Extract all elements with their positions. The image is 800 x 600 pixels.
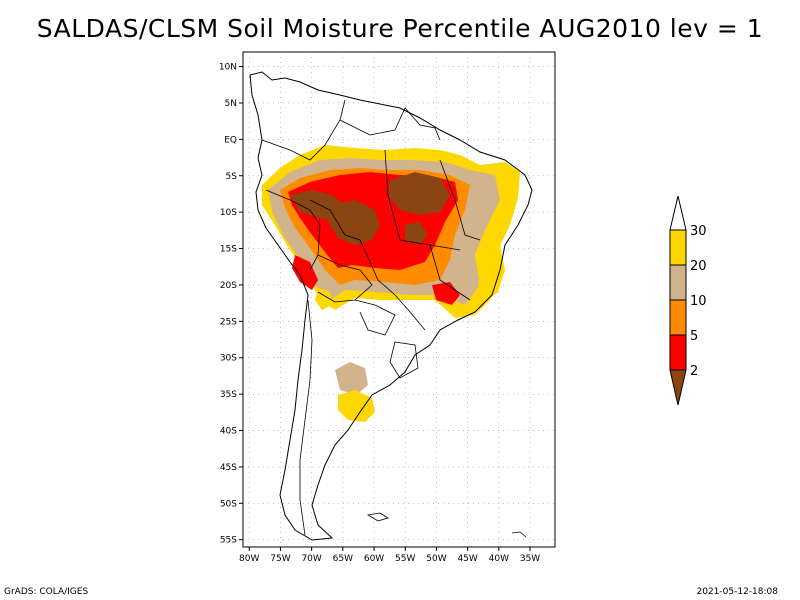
longitude-axis: 80W 75W 70W 65W 60W 55W 50W 45W 40W 35W (239, 547, 540, 564)
lon-tick-label: 40W (489, 554, 509, 564)
legend-label-5: 5 (690, 329, 698, 344)
legend-label-30: 30 (690, 224, 707, 239)
fill-yellow-east (478, 245, 505, 302)
latitude-axis: 10N 5N EQ 5S 10S 15S 20S 25S 30S 35S 40S 45S 50S 55S (219, 63, 243, 546)
lat-tick-label: 30S (220, 354, 237, 364)
border-uruguay (389, 341, 419, 379)
lat-tick-label: 45S (220, 463, 237, 473)
fill-tan-argentina (335, 362, 368, 395)
fill-yellow-paraguay (315, 288, 332, 310)
legend-swatch-below-2 (669, 369, 687, 406)
fill-red-southeast (432, 282, 460, 305)
border-argentina-chile (299, 299, 313, 536)
lon-tick-label: 55W (395, 554, 415, 564)
lon-tick-label: 60W (364, 554, 384, 564)
lon-tick-label: 65W (333, 554, 353, 564)
border-bolivia (317, 254, 373, 303)
percentile-fill (262, 145, 520, 422)
south-georgia-island (511, 531, 527, 538)
lat-tick-label: 25S (220, 317, 237, 327)
legend-colorbar (669, 195, 687, 406)
lat-tick-label: 55S (220, 536, 237, 546)
fill-brown-central (328, 200, 380, 245)
lat-tick-label: 50S (220, 499, 237, 509)
legend-swatch-10-20 (669, 264, 687, 301)
border-peru (265, 189, 321, 271)
lat-tick-label: 20S (220, 281, 237, 291)
falklands-island (366, 512, 389, 522)
fill-red-peru (292, 255, 318, 290)
footer-credit: GrADS: COLA/IGES (4, 587, 89, 597)
border-colombia (261, 99, 346, 161)
lat-tick-label: 5N (225, 99, 237, 109)
lon-tick-label: 35W (520, 554, 540, 564)
lon-tick-label: 45W (457, 554, 477, 564)
lat-tick-label: 15S (220, 245, 237, 255)
border-brazil-west (309, 199, 426, 331)
fill-brown-east (388, 172, 450, 215)
fill-yellow-argentina (338, 390, 375, 422)
legend-labels: 2 5 10 20 30 (690, 224, 707, 379)
legend-swatch-above-30 (669, 195, 687, 231)
legend-label-10: 10 (690, 294, 707, 309)
continent-outline (249, 71, 533, 541)
legend-swatch-20-30 (669, 229, 687, 266)
border-paraguay (354, 299, 396, 336)
lat-tick-label: 10N (219, 63, 237, 73)
lon-tick-label: 80W (239, 554, 259, 564)
legend-swatch-5-10 (669, 299, 687, 336)
border-brazil-states-1 (384, 149, 461, 251)
country-borders (261, 99, 481, 536)
border-guianas (404, 107, 441, 141)
lon-tick-label: 50W (426, 554, 446, 564)
legend-label-2: 2 (690, 364, 698, 379)
border-brazil-states-3 (429, 244, 471, 301)
lat-tick-label: 10S (220, 208, 237, 218)
lat-tick-label: 35S (220, 390, 237, 400)
footer-timestamp: 2021-05-12-18:08 (696, 587, 779, 597)
legend-swatch-2-5 (669, 334, 687, 371)
lat-tick-label: EQ (224, 135, 237, 145)
lon-tick-label: 75W (270, 554, 290, 564)
legend-label-20: 20 (690, 259, 707, 274)
border-venezuela (339, 107, 406, 136)
map-title: SALDAS/CLSM Soil Moisture Percentile AUG… (36, 14, 764, 43)
fill-brown-small (405, 222, 428, 245)
border-brazil-states-2 (439, 159, 481, 241)
lon-tick-label: 70W (301, 554, 321, 564)
lat-tick-label: 5S (226, 172, 238, 182)
lat-tick-label: 40S (220, 427, 237, 437)
